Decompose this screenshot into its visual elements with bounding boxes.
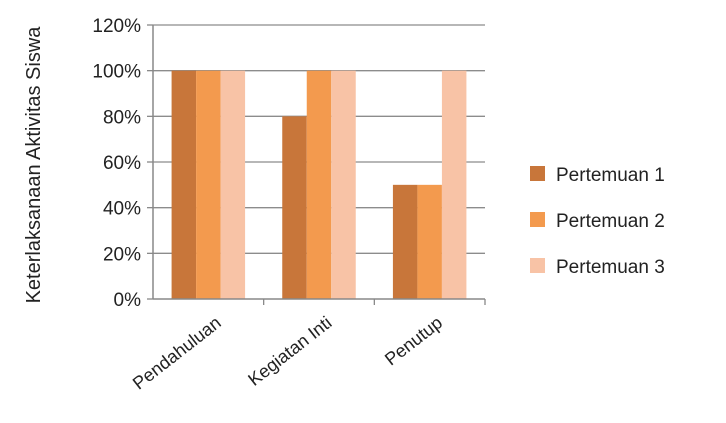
y-tick-label: 0% xyxy=(114,290,142,311)
y-tick-label: 100% xyxy=(92,62,141,83)
bar-pertemuan-2 xyxy=(306,70,332,300)
legend-swatch xyxy=(530,212,545,227)
legend-label: Pertemuan 2 xyxy=(556,211,665,232)
bar-pertemuan-2 xyxy=(196,70,221,300)
y-tick-labels: 0% 20% 40% 60% 80% 100% 120% xyxy=(92,16,153,311)
x-tick-labels: Pendahuluan Kegiatan Inti Penutup xyxy=(129,299,486,393)
y-axis-title: Keterlaksanaan Aktivitas Siswa xyxy=(23,26,45,304)
bar-pertemuan-3 xyxy=(441,70,467,300)
y-tick-label: 80% xyxy=(103,107,141,128)
legend-swatch xyxy=(530,166,545,181)
bar-pertemuan-1 xyxy=(171,70,197,300)
y-tick-label: 60% xyxy=(103,153,141,174)
x-tick-label: Penutup xyxy=(381,312,446,369)
bar-pertemuan-3 xyxy=(331,70,356,300)
legend-label: Pertemuan 3 xyxy=(556,257,665,278)
legend: Pertemuan 1 Pertemuan 2 Pertemuan 3 xyxy=(530,165,665,278)
y-tick-label: 120% xyxy=(92,16,141,37)
y-tick-label: 20% xyxy=(103,244,141,265)
legend-label: Pertemuan 1 xyxy=(556,165,665,186)
legend-swatch xyxy=(530,258,545,273)
bar-pertemuan-1 xyxy=(392,184,418,299)
x-tick-label: Pendahuluan xyxy=(129,312,225,393)
bar-pertemuan-2 xyxy=(417,184,442,299)
bars xyxy=(171,70,467,300)
bar-pertemuan-3 xyxy=(220,70,246,300)
y-tick-label: 40% xyxy=(103,199,141,220)
x-tick-label: Kegiatan Inti xyxy=(244,312,335,389)
bar-pertemuan-1 xyxy=(282,116,307,299)
